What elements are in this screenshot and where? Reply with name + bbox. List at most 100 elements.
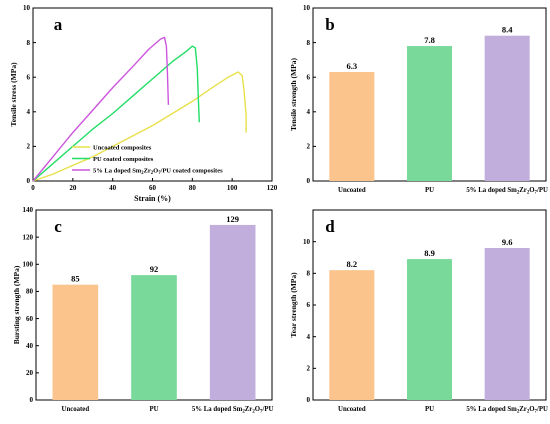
y-axis-label: Tensile strength (MPa)	[289, 58, 298, 131]
bar-2	[131, 275, 177, 400]
label-part: Zr	[519, 406, 527, 413]
subscript: 2	[527, 410, 530, 415]
y-tick-label: 8	[27, 39, 31, 47]
x-tick-label: 80	[189, 184, 197, 192]
x-axis-label: Strain (%)	[134, 194, 171, 203]
y-tick-label: 0	[30, 396, 34, 404]
legend: Uncoated composites PU coated composites 5…	[72, 144, 223, 176]
bar-value-label: 8.9	[424, 248, 435, 258]
legend-entry: 5% La doped Sm2Zr2O7/PU coated composite…	[93, 167, 223, 176]
y-tick-label: 0	[307, 177, 311, 185]
label-part: /PU	[536, 406, 548, 413]
bar-value-label: 7.8	[424, 35, 435, 45]
bar-value-label: 92	[150, 264, 159, 274]
y-tick-label: 0	[27, 177, 31, 185]
bar-value-label: 9.6	[502, 237, 513, 247]
bar-1	[329, 270, 375, 400]
y-tick-label: 40	[26, 342, 34, 350]
y-tick-label: 80	[26, 288, 34, 296]
subscript: 7	[260, 410, 263, 415]
subscript: 7	[158, 171, 161, 176]
x-category-label: Uncoated	[62, 406, 90, 413]
series-line-3	[32, 36, 170, 182]
series-line-1	[32, 71, 247, 182]
y-axis-label: Tear strength (MPa)	[289, 272, 298, 338]
subscript: 7	[535, 410, 538, 415]
label-part: Zr	[144, 167, 151, 174]
label-part: Zr	[519, 187, 527, 194]
label-part: O	[255, 406, 260, 413]
label-part: O	[153, 167, 158, 174]
label-part: 5% La doped Sm	[93, 167, 142, 174]
panel-label: d	[325, 217, 335, 236]
y-tick-label: 4	[307, 108, 311, 116]
subscript: 7	[535, 191, 538, 196]
label-part: 5% La doped Sm	[192, 406, 243, 413]
y-tick-label: 10	[303, 4, 311, 12]
x-tick-label: 120	[267, 184, 278, 192]
subscript: 2	[252, 410, 255, 415]
panel-c: 0 20 40 60 80 100 120 140 Bursting strength (MPa…	[12, 206, 274, 415]
bar-value-label: 6.3	[347, 61, 358, 71]
panel-label: a	[54, 15, 63, 34]
series-line-2	[32, 45, 200, 182]
y-tick-label: 8	[307, 39, 311, 47]
bar-2	[406, 46, 453, 182]
x-category-label: 5% La doped Sm2Zr2O7/PU	[192, 406, 274, 415]
bar-2	[406, 259, 453, 400]
y-tick-label: 100	[23, 260, 34, 268]
x-tick-label: 60	[149, 184, 157, 192]
y-tick-label: 60	[26, 315, 34, 323]
y-tick-label: 2	[307, 143, 311, 151]
y-tick-label: 4	[27, 108, 31, 116]
y-tick-label: 2	[27, 143, 31, 151]
subscript: 2	[517, 410, 520, 415]
bar-value-label: 85	[71, 274, 80, 284]
label-part: O	[529, 187, 534, 194]
x-category-label: Uncoated	[338, 406, 366, 413]
x-tick-label: 0	[31, 184, 35, 192]
legend-entry: PU coated composites	[93, 156, 154, 163]
x-tick-label: 40	[109, 184, 117, 192]
label-part: /PU	[261, 406, 273, 413]
subscript: 2	[517, 191, 520, 196]
label-part: /PU	[536, 187, 548, 194]
legend-entry: Uncoated composites	[93, 144, 152, 151]
bar-1	[329, 72, 375, 181]
bar-3	[484, 248, 530, 400]
x-category-label: Uncoated	[338, 187, 366, 194]
bar-3	[484, 35, 530, 182]
y-tick-label: 120	[23, 233, 34, 241]
label-part: /PU coated composites	[160, 167, 224, 174]
x-category-label: PU	[149, 406, 158, 413]
y-axis-label: Tensile stress (MPa)	[9, 62, 18, 127]
label-part: Zr	[245, 406, 253, 413]
y-tick-label: 6	[27, 73, 31, 81]
panel-d: 0 2 4 6 8 10 Tear strength (MPa) d 8.2 Uncoated 8.…	[289, 209, 548, 415]
x-category-label: 5% La doped Sm2Zr2O7/PU	[466, 187, 548, 196]
y-tick-label: 140	[23, 206, 34, 214]
y-tick-label: 8	[307, 270, 311, 278]
label-part: 5% La doped Sm	[466, 406, 517, 413]
subscript: 2	[527, 191, 530, 196]
y-tick-label: 2	[307, 365, 311, 373]
bar-value-label: 129	[226, 214, 239, 224]
panel-label: c	[54, 217, 62, 236]
panel-a: 0 2 4 6 8 10 Tensile stress (MPa) a 0 20 40 60 80 100…	[9, 4, 278, 203]
y-tick-label: 20	[26, 369, 34, 377]
x-category-label: 5% La doped Sm2Zr2O7/PU	[466, 406, 548, 415]
y-tick-label: 4	[307, 333, 311, 341]
subscript: 2	[242, 410, 245, 415]
bar-value-label: 8.4	[502, 25, 513, 35]
subscript: 2	[141, 171, 144, 176]
y-tick-label: 6	[307, 73, 311, 81]
x-category-label: PU	[425, 187, 434, 194]
y-tick-label: 10	[23, 4, 31, 12]
y-tick-label: 0	[307, 396, 311, 404]
bar-1	[52, 284, 99, 400]
y-axis-label: Bursting strength (MPa)	[12, 265, 21, 344]
x-tick-label: 100	[227, 184, 238, 192]
bar-value-label: 8.2	[347, 259, 358, 269]
